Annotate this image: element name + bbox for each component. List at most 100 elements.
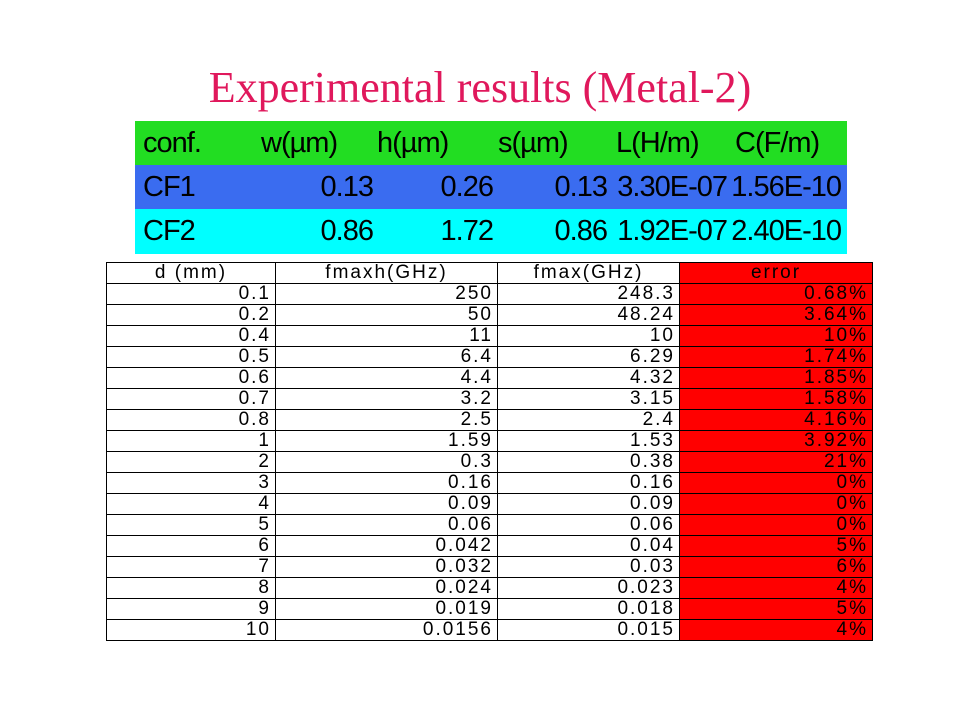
results-header-cell: d (mm): [106, 262, 276, 284]
table-cell: 1.58%: [679, 388, 873, 410]
table-cell: 0.16: [275, 472, 498, 494]
table-cell: 0.5: [106, 346, 276, 368]
table-cell: 0.2: [106, 304, 276, 326]
conf-table: conf. w(µm) h(µm) s(µm) L(H/m) C(F/m) CF…: [135, 121, 847, 254]
table-cell: 0.4: [106, 325, 276, 347]
conf-cell: 1.92E-07: [617, 215, 728, 247]
conf-cell: 0.13: [554, 171, 608, 203]
table-cell: 0.018: [497, 598, 680, 620]
table-cell: 6%: [679, 556, 873, 578]
table-cell: 2: [106, 451, 276, 473]
table-row: 0.8 2.5 2.4 4.16%: [106, 409, 873, 431]
table-row: 0.1 250 248.3 0.68%: [106, 283, 873, 305]
table-cell: 0.7: [106, 388, 276, 410]
table-row: 0.6 4.4 4.32 1.85%: [106, 367, 873, 389]
table-cell: 2.5: [275, 409, 498, 431]
table-cell: 1.85%: [679, 367, 873, 389]
table-cell: 250: [275, 283, 498, 305]
table-cell: 0%: [679, 472, 873, 494]
conf-cell: 1.72: [440, 215, 494, 247]
table-cell: 48.24: [497, 304, 680, 326]
conf-header-cell: h(µm): [377, 127, 449, 159]
results-header-cell: fmax(GHz): [497, 262, 680, 284]
table-cell: 0.06: [497, 514, 680, 536]
table-cell: 248.3: [497, 283, 680, 305]
table-cell: 0.04: [497, 535, 680, 557]
conf-header-cell: s(µm): [498, 127, 569, 159]
table-cell: 0.09: [275, 493, 498, 515]
table-cell: 3.92%: [679, 430, 873, 452]
table-cell: 2.4: [497, 409, 680, 431]
table-cell: 5%: [679, 535, 873, 557]
conf-header-cell: conf.: [143, 127, 202, 159]
conf-cell: 0.86: [554, 215, 608, 247]
table-row: 0.4 11 10 10%: [106, 325, 873, 347]
table-cell: 0.03: [497, 556, 680, 578]
conf-cell: 1.56E-10: [731, 171, 842, 203]
conf-table-row: CF2 0.86 1.72 0.86 1.92E-07 2.40E-10: [135, 209, 847, 254]
results-header-cell: error: [679, 262, 873, 284]
table-cell: 10: [106, 619, 276, 641]
table-cell: 0.015: [497, 619, 680, 641]
conf-cell: 0.86: [320, 215, 374, 247]
results-table: d (mm) fmaxh(GHz) fmax(GHz) error 0.1 250…: [106, 262, 873, 641]
conf-table-row: CF1 0.13 0.26 0.13 3.30E-07 1.56E-10: [135, 165, 847, 209]
table-cell: 0.023: [497, 577, 680, 599]
table-cell: 0.68%: [679, 283, 873, 305]
table-cell: 6: [106, 535, 276, 557]
results-header-cell: fmaxh(GHz): [275, 262, 498, 284]
table-cell: 21%: [679, 451, 873, 473]
table-cell: 0.16: [497, 472, 680, 494]
table-row: 1 1.59 1.53 3.92%: [106, 430, 873, 452]
conf-cell: 0.26: [440, 171, 494, 203]
table-cell: 5: [106, 514, 276, 536]
table-cell: 0.032: [275, 556, 498, 578]
conf-cell: 0.13: [320, 171, 374, 203]
table-cell: 1: [106, 430, 276, 452]
conf-cell: CF1: [143, 171, 196, 203]
table-row: 0.5 6.4 6.29 1.74%: [106, 346, 873, 368]
table-cell: 3.15: [497, 388, 680, 410]
table-cell: 6.29: [497, 346, 680, 368]
table-row: 6 0.042 0.04 5%: [106, 535, 873, 557]
table-row: 7 0.032 0.03 6%: [106, 556, 873, 578]
table-row: 8 0.024 0.023 4%: [106, 577, 873, 599]
table-cell: 7: [106, 556, 276, 578]
results-table-header-row: d (mm) fmaxh(GHz) fmax(GHz) error: [106, 262, 873, 284]
conf-header-cell: w(µm): [261, 127, 338, 159]
table-cell: 0.6: [106, 367, 276, 389]
table-cell: 4%: [679, 577, 873, 599]
table-row: 4 0.09 0.09 0%: [106, 493, 873, 515]
table-cell: 1.53: [497, 430, 680, 452]
table-row: 0.2 50 48.24 3.64%: [106, 304, 873, 326]
table-cell: 3.2: [275, 388, 498, 410]
table-row: 9 0.019 0.018 5%: [106, 598, 873, 620]
table-cell: 8: [106, 577, 276, 599]
table-cell: 4.32: [497, 367, 680, 389]
table-cell: 11: [275, 325, 498, 347]
table-cell: 0.06: [275, 514, 498, 536]
table-cell: 4.4: [275, 367, 498, 389]
table-row: 5 0.06 0.06 0%: [106, 514, 873, 536]
table-cell: 10%: [679, 325, 873, 347]
results-table-body: 0.1 250 248.3 0.68% 0.2 50 48.24 3.64% 0.4 11 10 10…: [106, 283, 873, 641]
table-cell: 5%: [679, 598, 873, 620]
table-cell: 0.042: [275, 535, 498, 557]
table-cell: 4: [106, 493, 276, 515]
table-cell: 0.1: [106, 283, 276, 305]
conf-cell: CF2: [143, 215, 196, 247]
table-cell: 0%: [679, 514, 873, 536]
table-cell: 0.3: [275, 451, 498, 473]
table-cell: 6.4: [275, 346, 498, 368]
table-row: 0.7 3.2 3.15 1.58%: [106, 388, 873, 410]
table-cell: 3.64%: [679, 304, 873, 326]
table-cell: 0.024: [275, 577, 498, 599]
table-cell: 1.59: [275, 430, 498, 452]
conf-table-header-row: conf. w(µm) h(µm) s(µm) L(H/m) C(F/m): [135, 121, 847, 165]
table-row: 10 0.0156 0.015 4%: [106, 619, 873, 641]
table-row: 2 0.3 0.38 21%: [106, 451, 873, 473]
conf-header-cell: L(H/m): [616, 127, 700, 159]
conf-cell: 2.40E-10: [731, 215, 842, 247]
table-cell: 1.74%: [679, 346, 873, 368]
table-cell: 0.09: [497, 493, 680, 515]
